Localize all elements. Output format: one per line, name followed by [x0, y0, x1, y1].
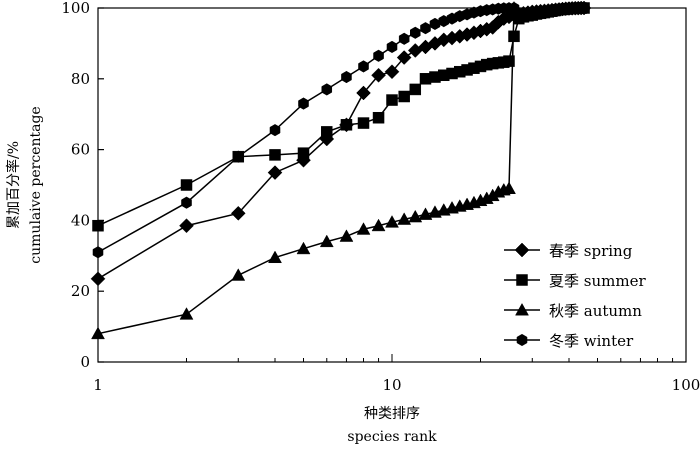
legend-label-hexagon: 冬季 winter: [549, 332, 634, 350]
data-point-hexagon: [373, 49, 384, 62]
data-point-diamond: [371, 67, 386, 83]
x-tick-label: 100: [672, 376, 700, 394]
data-point-square: [398, 90, 410, 103]
data-point-hexagon: [269, 124, 281, 137]
data-point-hexagon: [92, 246, 104, 259]
y-axis-title-en: cumulaive percentage: [28, 106, 44, 263]
data-point-triangle: [385, 215, 399, 228]
data-point-diamond: [356, 85, 371, 101]
data-point-triangle: [91, 326, 105, 340]
data-point-triangle: [319, 234, 334, 248]
data-point-square: [372, 111, 385, 124]
data-point-triangle: [268, 250, 282, 264]
data-point-hexagon: [321, 83, 333, 96]
legend-marker-square: [516, 274, 528, 286]
data-point-hexagon: [358, 60, 369, 73]
y-tick-label: 40: [71, 211, 90, 229]
data-point-triangle: [371, 218, 386, 232]
data-point-square: [357, 117, 370, 129]
data-point-hexagon: [181, 196, 192, 209]
x-axis-title-cn: 种类排序: [364, 406, 420, 422]
data-point-triangle: [179, 307, 194, 320]
data-point-hexagon: [341, 70, 352, 84]
legend-label-triangle: 秋季 autumn: [549, 302, 642, 320]
series-diamond: [90, 0, 592, 287]
data-point-square: [269, 149, 281, 161]
data-point-square: [297, 147, 310, 159]
data-point-diamond: [267, 165, 283, 180]
data-point-triangle: [296, 241, 311, 255]
data-point-square: [92, 219, 104, 232]
x-axis-title-en: species rank: [347, 429, 437, 445]
legend-label-diamond: 春季 spring: [549, 242, 633, 260]
data-point-triangle: [339, 229, 354, 242]
legend: 春季 spring 夏季 summer 秋季 autumn 冬季 winter: [504, 242, 646, 350]
data-point-diamond: [396, 50, 412, 65]
data-point-triangle: [356, 222, 371, 235]
data-point-square: [180, 179, 193, 191]
y-tick-label: 20: [71, 282, 90, 300]
data-point-diamond: [384, 64, 400, 80]
data-point-triangle: [397, 212, 412, 225]
x-tick-label: 1: [93, 376, 103, 394]
data-point-square: [503, 55, 515, 67]
data-point-hexagon: [508, 1, 520, 15]
data-point-square: [386, 94, 398, 106]
legend-label-square: 夏季 summer: [549, 272, 646, 290]
legend-marker-triangle: [515, 302, 529, 316]
data-point-hexagon: [233, 150, 244, 163]
series-hexagon: [92, 1, 520, 259]
series-layer: [90, 0, 592, 340]
data-point-diamond: [230, 205, 246, 221]
data-point-hexagon: [386, 40, 398, 54]
data-point-square: [578, 2, 590, 14]
data-point-triangle: [408, 209, 423, 223]
data-point-square: [321, 126, 333, 138]
legend-marker-hexagon: [516, 333, 528, 347]
data-point-hexagon: [420, 22, 431, 35]
data-point-hexagon: [429, 17, 441, 31]
series-line-triangle: [97, 7, 515, 335]
data-point-triangle: [231, 268, 246, 281]
data-point-diamond: [179, 218, 194, 234]
y-tick-label: 80: [71, 70, 90, 88]
y-tick-label: 100: [61, 0, 90, 17]
data-point-square: [340, 119, 353, 131]
legend-marker-diamond: [514, 242, 530, 258]
y-tick-label: 60: [71, 141, 90, 159]
data-point-square: [409, 83, 422, 96]
data-point-hexagon: [298, 97, 309, 110]
data-point-triangle: [502, 181, 516, 194]
data-point-hexagon: [398, 32, 410, 45]
data-point-hexagon: [410, 26, 421, 39]
x-tick-label: 10: [382, 376, 401, 394]
y-axis-title-cn: 累加百分率/%: [5, 141, 22, 229]
series-square: [92, 2, 590, 232]
series-triangle: [91, 0, 521, 340]
axes: 0 20 40 60 80 100 1 10 100: [61, 0, 700, 394]
y-tick-label: 0: [80, 353, 90, 371]
data-point-diamond: [90, 271, 106, 287]
